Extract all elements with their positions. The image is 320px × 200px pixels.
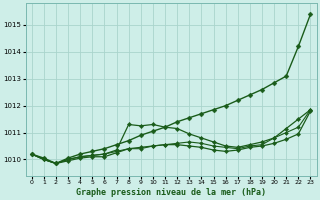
- X-axis label: Graphe pression niveau de la mer (hPa): Graphe pression niveau de la mer (hPa): [76, 188, 266, 197]
